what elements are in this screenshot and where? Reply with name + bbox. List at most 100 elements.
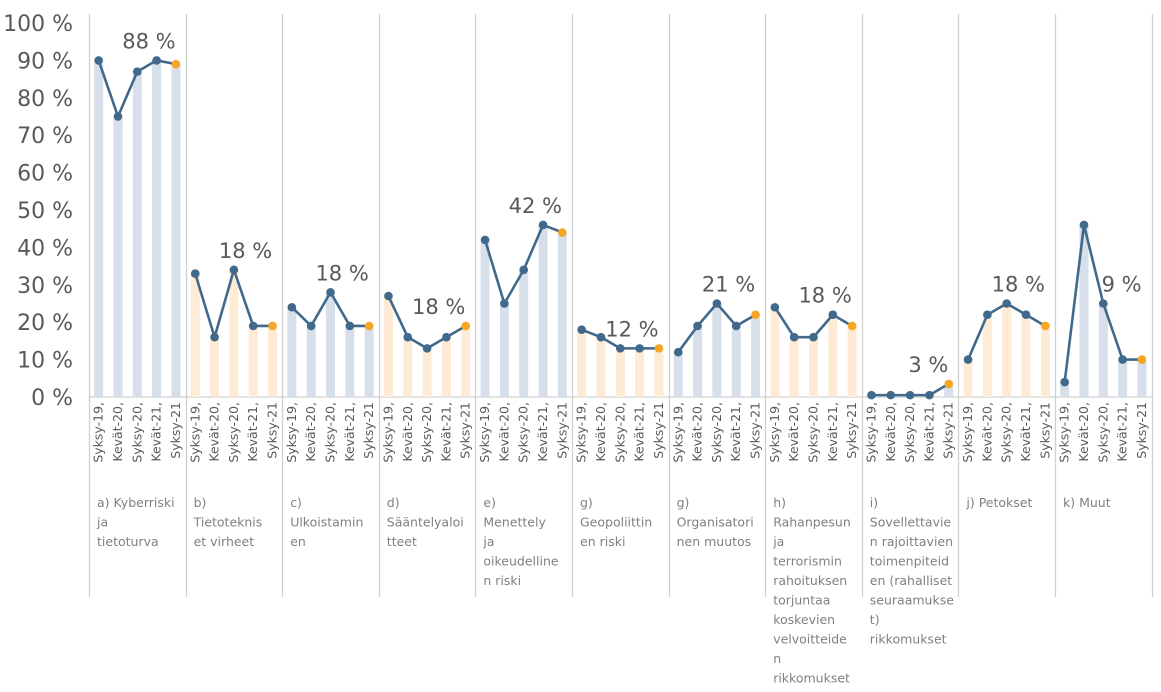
x-tick-label: Syksy-21	[554, 402, 569, 459]
x-tick-label: Syksy-19,	[1057, 402, 1072, 463]
x-tick-label: Syksy-19,	[670, 402, 685, 463]
bar	[229, 269, 239, 397]
group-label-line: en (rahalliset	[870, 573, 952, 588]
group-label-line: en riski	[580, 534, 625, 549]
group-label-line: koskevien	[773, 612, 835, 627]
point-marker	[229, 265, 239, 275]
bar	[326, 292, 335, 397]
x-tick-label: Syksy-20,	[129, 402, 144, 463]
y-tick-label: 10 %	[17, 349, 73, 374]
point-marker	[94, 56, 103, 65]
group-label-line: rikkomukset	[773, 671, 850, 686]
x-tick-label: Syksy-21	[748, 402, 763, 459]
bar	[248, 325, 258, 397]
group-label-line: Rahanpesun	[773, 515, 851, 530]
x-tick-label: Syksy-21	[361, 402, 376, 459]
group-label-line: n	[773, 651, 781, 666]
point-marker	[1002, 299, 1011, 308]
x-tick-label: Syksy-20,	[1095, 402, 1110, 463]
group-label-line: tteet	[387, 534, 417, 549]
y-tick-label: 70 %	[17, 124, 73, 149]
data-label: 18 %	[798, 284, 851, 308]
x-tick-label: Kevät-20,	[883, 402, 898, 462]
bar	[538, 224, 548, 397]
latest-point-marker	[1041, 321, 1050, 331]
x-tick-label: Kevät-21,	[438, 402, 453, 462]
trend-line	[773, 306, 853, 339]
bar	[1002, 303, 1012, 397]
bar	[693, 325, 703, 397]
latest-point-marker	[654, 344, 664, 353]
group-label-line: terrorismin	[773, 554, 842, 569]
group-label-line: h)	[773, 495, 786, 510]
bar	[635, 348, 645, 397]
bar	[1137, 359, 1147, 397]
point-marker	[616, 344, 625, 353]
point-marker	[828, 310, 838, 320]
point-marker	[403, 332, 413, 342]
bar	[422, 348, 432, 397]
point-marker	[306, 321, 316, 331]
data-label: 18 %	[412, 295, 465, 319]
x-tick-label: Kevät-21,	[342, 402, 357, 462]
x-tick-label: Kevät-21,	[1115, 402, 1130, 462]
point-marker	[867, 390, 876, 400]
data-label: 9 %	[1102, 273, 1142, 297]
x-tick-label: Syksy-20,	[902, 402, 917, 463]
group-label-line: rikkomukset	[870, 632, 947, 647]
point-marker	[809, 332, 818, 342]
group-label-line: velvoitteide	[773, 632, 847, 647]
y-tick-label: 100 %	[3, 12, 73, 37]
point-marker	[1079, 220, 1089, 230]
x-tick-label: Kevät-20,	[303, 402, 318, 462]
x-tick-label: Kevät-20,	[400, 402, 415, 462]
group-label-line: i)	[870, 495, 878, 510]
x-tick-label: Syksy-21	[844, 402, 859, 459]
bar	[403, 337, 413, 397]
y-tick-label: 60 %	[17, 162, 73, 187]
markers	[94, 56, 1147, 400]
point-marker	[596, 332, 606, 342]
bar	[345, 325, 355, 397]
group-label-line: rahoituksen	[773, 573, 847, 588]
group-label-line: g)	[677, 495, 690, 510]
y-tick-label: 20 %	[17, 311, 73, 336]
bar	[1060, 382, 1070, 397]
group-label-line: e)	[483, 495, 496, 510]
x-tick-label: Syksy-19,	[767, 402, 782, 463]
group-label-line: Geopoliittin	[580, 515, 652, 530]
bar	[809, 337, 818, 397]
data-label: 21 %	[702, 273, 755, 297]
group-label-line: ja	[482, 534, 494, 549]
bar	[847, 325, 857, 397]
y-tick-label: 30 %	[17, 274, 73, 299]
point-marker	[712, 299, 722, 308]
bar	[480, 239, 490, 397]
latest-point-marker	[171, 59, 181, 69]
x-tick-label: Kevät-20,	[496, 402, 511, 462]
latest-point-marker	[944, 379, 954, 389]
y-axis: 0 % 10 % 20 % 30 % 40 % 50 % 60 % 70 % 80 % 90 % 1…	[3, 12, 73, 411]
x-tick-label: Kevät-20,	[786, 402, 801, 462]
point-marker	[113, 112, 123, 121]
group-label-line: Sääntelyaloi	[387, 515, 464, 530]
x-tick-label: Syksy-19,	[477, 402, 492, 463]
group-label-line: toimenpiteid	[870, 554, 949, 569]
point-marker	[287, 302, 297, 312]
point-marker	[789, 332, 799, 342]
group-label-line: n riski	[483, 573, 521, 588]
group-label-line: Organisatori	[677, 515, 754, 530]
bar	[383, 296, 393, 397]
bar	[1118, 359, 1128, 397]
x-tick-label: Syksy-20,	[419, 402, 434, 463]
x-tick-label: Kevät-20,	[207, 402, 222, 462]
point-marker	[635, 344, 644, 353]
group-label-line: seuraamukse	[870, 593, 954, 608]
bar	[944, 383, 954, 397]
bar	[113, 116, 123, 397]
y-tick-label: 0 %	[31, 386, 73, 411]
group-label-line: g)	[580, 495, 593, 510]
group-label-line: Tietoteknis	[193, 515, 263, 530]
bar	[557, 232, 567, 397]
